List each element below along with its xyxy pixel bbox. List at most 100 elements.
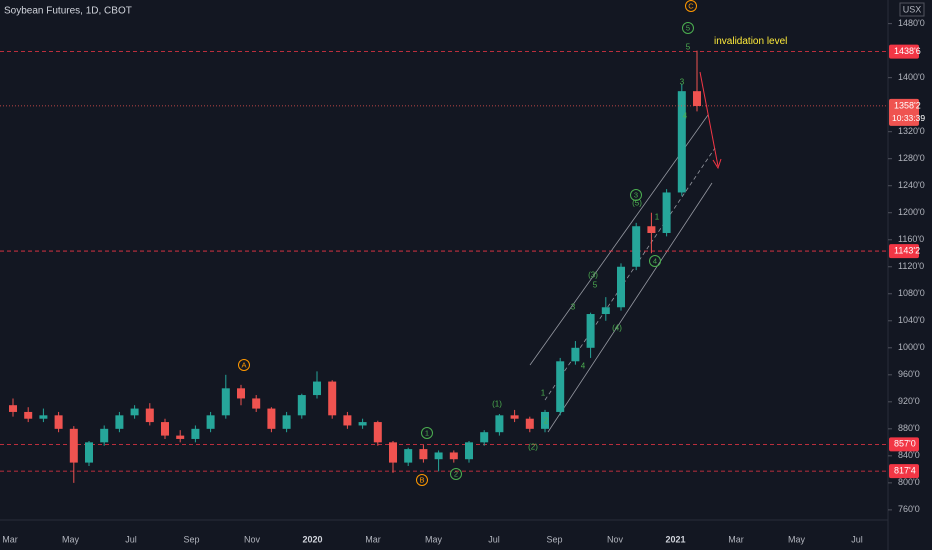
y-tick-label: 760'0 xyxy=(898,504,920,514)
annotation: invalidation level xyxy=(714,36,787,47)
wave-circle xyxy=(649,255,661,267)
countdown: 10:33:39 xyxy=(892,113,925,123)
wave-label: 4 xyxy=(581,362,586,371)
wave-circle xyxy=(416,474,428,486)
candle-body xyxy=(449,452,458,460)
y-tick-label: 1400'0 xyxy=(898,72,925,82)
y-tick-label: 960'0 xyxy=(898,369,920,379)
level-tag xyxy=(889,44,919,59)
x-tick-label: Mar xyxy=(365,534,381,544)
wave-label: (4) xyxy=(612,324,622,333)
wave-label: 3 xyxy=(571,303,576,312)
y-tick-label: 1480'0 xyxy=(898,18,925,28)
candle-body xyxy=(328,381,337,416)
y-tick-label: 800'0 xyxy=(898,477,920,487)
candle-body xyxy=(586,314,595,348)
wave-circle xyxy=(682,22,694,34)
wave-label: C xyxy=(688,1,694,10)
level-tag xyxy=(889,437,919,452)
candle-body xyxy=(297,395,306,416)
y-tick-label: 840'0 xyxy=(898,450,920,460)
level-label: 817'4 xyxy=(894,465,916,475)
x-tick-label: Mar xyxy=(728,534,744,544)
candle-body xyxy=(252,398,261,409)
candle-body xyxy=(161,422,169,436)
candle-body xyxy=(191,428,200,439)
candle-body xyxy=(237,388,245,399)
candle-body xyxy=(282,415,291,429)
candle-body xyxy=(343,415,352,426)
wave-circle xyxy=(630,189,642,201)
candle-body xyxy=(313,381,321,396)
level-tag xyxy=(889,244,919,259)
wave-circle xyxy=(238,359,250,371)
candle-body xyxy=(556,361,565,412)
x-tick-label: 2020 xyxy=(302,534,322,544)
candle-body xyxy=(221,388,230,416)
y-tick-label: 1080'0 xyxy=(898,288,925,298)
wave-label: 1 xyxy=(541,389,546,398)
candle-body xyxy=(130,408,139,416)
x-tick-label: Sep xyxy=(546,534,562,544)
candle-body xyxy=(495,415,504,433)
channel-lower xyxy=(547,182,713,433)
wave-label: 1 xyxy=(655,213,660,222)
x-tick-label: Sep xyxy=(183,534,199,544)
arrow-head xyxy=(712,158,722,170)
level-label: 1438'6 xyxy=(894,46,921,56)
candle-body xyxy=(693,91,701,107)
level-label: 857'0 xyxy=(894,439,916,449)
wave-label: 1 xyxy=(425,428,429,437)
wave-label: 4 xyxy=(683,112,688,121)
wave-label: (5) xyxy=(632,199,642,208)
forecast-arrow xyxy=(699,71,722,170)
candle-body xyxy=(54,415,63,429)
wave-label: (2) xyxy=(528,443,538,452)
candle-body xyxy=(617,266,625,308)
candle-body xyxy=(373,422,382,443)
candle-body xyxy=(24,411,33,419)
candle-body xyxy=(677,91,686,193)
wave-label: 5 xyxy=(593,281,598,290)
candle-body xyxy=(69,428,78,463)
x-tick-label: Nov xyxy=(607,534,624,544)
y-tick-label: 920'0 xyxy=(898,396,920,406)
wave-label: 5 xyxy=(686,43,691,52)
wave-label: B xyxy=(419,475,424,484)
x-tick-label: May xyxy=(425,534,443,544)
candle-body xyxy=(662,192,671,233)
y-tick-label: 1320'0 xyxy=(898,126,925,136)
y-tick-label: 1120'0 xyxy=(898,261,924,271)
level-tag xyxy=(889,464,919,479)
last-price-tag xyxy=(889,98,919,126)
wave-label: 3 xyxy=(634,190,638,199)
currency: USX xyxy=(903,4,922,14)
wave-label: 4 xyxy=(653,256,657,265)
currency-box xyxy=(899,2,925,17)
candle-body xyxy=(145,408,154,423)
candle-body xyxy=(419,449,428,460)
wave-label: (3) xyxy=(588,271,598,280)
wave-label: 2 xyxy=(454,469,458,478)
wave-label: 3 xyxy=(680,78,685,87)
candle-body xyxy=(571,347,580,362)
x-tick-label: Nov xyxy=(244,534,261,544)
x-tick-label: Jul xyxy=(125,534,137,544)
candle-body xyxy=(541,411,549,429)
last-price-label: 1358'2 xyxy=(894,100,921,110)
candle-body xyxy=(358,422,367,426)
y-tick-label: 1040'0 xyxy=(898,315,925,325)
candle-body xyxy=(100,428,109,443)
candle-body xyxy=(510,415,519,419)
candle-body xyxy=(267,408,276,429)
x-tick-label: Mar xyxy=(2,534,18,544)
arrow-shaft xyxy=(699,71,719,167)
candle-body xyxy=(176,435,185,439)
candle-body xyxy=(9,405,17,412)
y-tick-label: 1240'0 xyxy=(898,180,925,190)
candle-body xyxy=(39,415,48,419)
x-tick-label: Jul xyxy=(488,534,500,544)
wave-label: 5 xyxy=(686,23,690,32)
